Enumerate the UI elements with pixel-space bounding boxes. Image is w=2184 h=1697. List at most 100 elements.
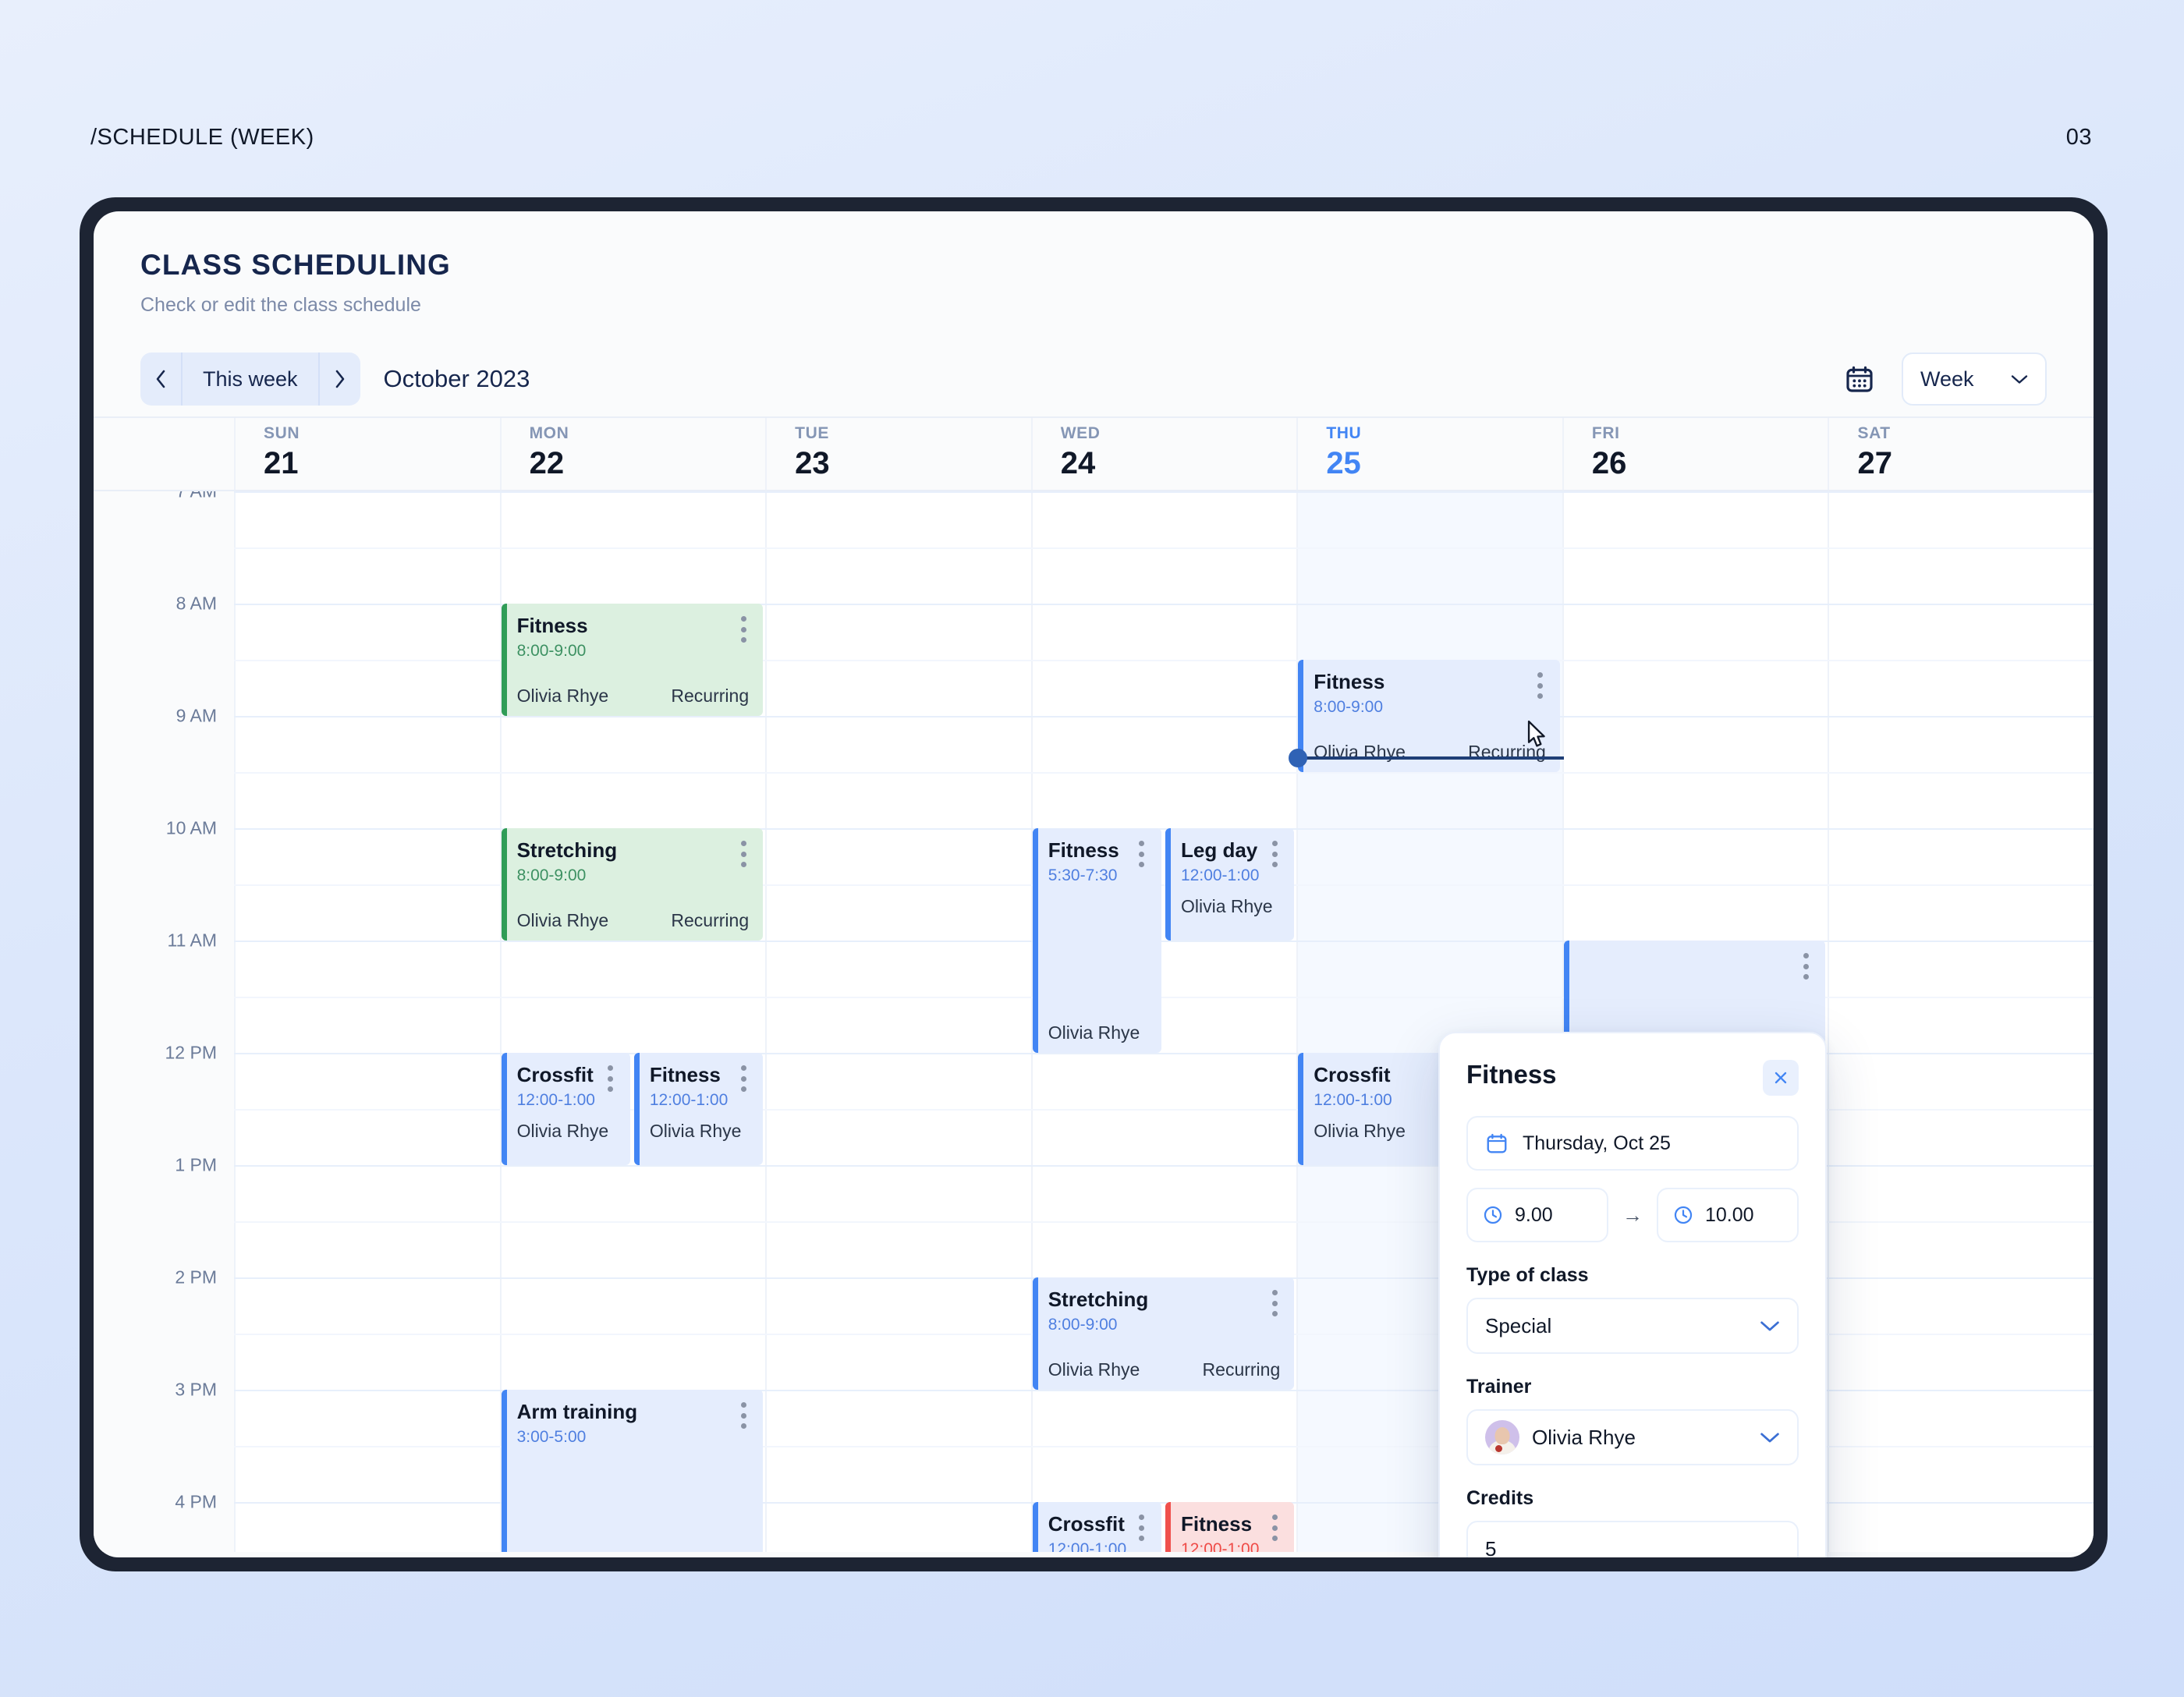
avatar — [1485, 1420, 1519, 1454]
calendar-event[interactable]: Stretching 8:00-9:00 Olivia Rhye Recurring — [1032, 1277, 1295, 1390]
page-title: CLASS SCHEDULING — [140, 249, 451, 281]
event-footer: Olivia Rhye — [1181, 896, 1280, 917]
day-header-number: 26 — [1591, 446, 1627, 480]
event-title: Fitness — [1314, 670, 1385, 693]
event-menu-icon[interactable] — [1266, 1515, 1283, 1541]
event-trainer: Olivia Rhye — [1048, 1022, 1140, 1043]
credits-value: 5 — [1485, 1536, 1497, 1558]
event-badge: Recurring — [1202, 1359, 1281, 1380]
view-select-value: Week — [1920, 367, 1974, 391]
current-time-line — [1298, 756, 1564, 760]
day-header-dow: TUE — [795, 424, 829, 442]
event-menu-icon[interactable] — [1133, 1515, 1150, 1541]
page-slug: /SCHEDULE (WEEK) — [90, 125, 314, 150]
day-header-tue[interactable]: TUE 23 — [765, 418, 1031, 490]
credits-label: Credits — [1466, 1487, 1534, 1509]
event-footer: Olivia Rhye — [517, 1121, 616, 1142]
event-menu-icon[interactable] — [1266, 841, 1283, 867]
day-header-sun[interactable]: SUN 21 — [234, 418, 500, 490]
event-badge: Recurring — [671, 910, 750, 930]
trainer-value: Olivia Rhye — [1532, 1425, 1636, 1449]
event-time: 8:00-9:00 — [1048, 1316, 1118, 1334]
event-footer: Olivia Rhye Recurring — [517, 686, 750, 707]
day-header-fri[interactable]: FRI 26 — [1562, 418, 1828, 490]
event-menu-icon[interactable] — [735, 841, 752, 867]
trainer-label: Trainer — [1466, 1376, 1532, 1398]
type-of-class-value: Special — [1485, 1313, 1552, 1337]
calendar-event[interactable]: Fitness 5:30-7:30 Olivia Rhye — [1032, 828, 1161, 1053]
day-header-number: 24 — [1060, 446, 1096, 480]
event-time: 3:00-5:00 — [516, 1428, 587, 1447]
page-subtitle: Check or edit the class schedule — [140, 294, 421, 316]
event-menu-icon[interactable] — [735, 1065, 752, 1092]
event-title: Fitness — [1181, 1512, 1253, 1536]
modal-title: Fitness — [1466, 1060, 1557, 1089]
day-column-tue[interactable] — [765, 491, 1031, 1552]
calendar-event[interactable]: Fitness 8:00-9:00 Olivia Rhye Recurring — [501, 604, 764, 716]
calendar-event[interactable]: Stretching 8:00-9:00 Olivia Rhye Recurring — [501, 828, 764, 941]
hour-label: 3 PM — [175, 1379, 217, 1400]
day-header-dow: WED — [1060, 424, 1101, 442]
date-field[interactable]: Thursday, Oct 25 — [1466, 1116, 1799, 1171]
event-title: Stretching — [1048, 1288, 1149, 1311]
hour-label: 11 AM — [167, 930, 218, 951]
event-menu-icon[interactable] — [1532, 672, 1549, 699]
day-header-number: 22 — [529, 446, 565, 480]
event-time: 12:00-1:00 — [649, 1091, 729, 1110]
time-range-arrow: → — [1622, 1203, 1643, 1227]
close-icon[interactable] — [1763, 1060, 1799, 1096]
day-header-number: 27 — [1857, 446, 1892, 480]
calendar-icon — [1487, 1133, 1507, 1153]
trainer-select[interactable]: Olivia Rhye — [1466, 1409, 1799, 1465]
type-of-class-select[interactable]: Special — [1466, 1298, 1799, 1354]
day-header-wed[interactable]: WED 24 — [1030, 418, 1297, 490]
day-header-mon[interactable]: MON 22 — [499, 418, 766, 490]
event-title: Leg day — [1181, 838, 1258, 862]
day-column-sat[interactable] — [1828, 491, 2094, 1552]
calendar-event[interactable]: Leg day 12:00-1:00 Olivia Rhye — [1165, 828, 1295, 941]
day-header-number: 23 — [795, 446, 830, 480]
chevron-right-icon[interactable] — [317, 353, 360, 406]
event-menu-icon[interactable] — [1133, 841, 1150, 867]
chevron-left-icon[interactable] — [140, 353, 183, 406]
start-time-field[interactable]: 9.00 — [1466, 1188, 1608, 1242]
credits-input[interactable]: 5 — [1466, 1521, 1799, 1557]
week-navigator: This week — [140, 353, 360, 406]
view-select[interactable]: Week — [1902, 353, 2047, 406]
event-menu-icon[interactable] — [602, 1065, 619, 1092]
event-time: 12:00-1:00 — [1314, 1091, 1392, 1110]
event-trainer: Olivia Rhye — [1181, 896, 1273, 917]
event-menu-icon[interactable] — [1797, 953, 1814, 980]
mouse-cursor — [1527, 720, 1545, 747]
chevron-right-glyph — [335, 370, 344, 388]
event-badge: Recurring — [671, 686, 750, 706]
day-column-sun[interactable] — [234, 491, 500, 1552]
day-header-thu[interactable]: THU 25 — [1296, 418, 1562, 490]
hour-label: 7 AM — [176, 491, 217, 502]
event-menu-icon[interactable] — [735, 1402, 752, 1429]
event-menu-icon[interactable] — [735, 616, 752, 643]
calendar-icon[interactable] — [1844, 363, 1875, 395]
event-title: Arm training — [516, 1400, 638, 1423]
end-time-field[interactable]: 10.00 — [1657, 1188, 1799, 1242]
event-trainer: Olivia Rhye — [516, 686, 609, 706]
event-menu-icon[interactable] — [1266, 1290, 1283, 1316]
day-header-dow: SUN — [264, 424, 300, 442]
event-trainer: Olivia Rhye — [516, 1121, 609, 1142]
end-time-value: 10.00 — [1705, 1203, 1754, 1226]
day-header-sat[interactable]: SAT 27 — [1828, 418, 2094, 490]
day-header-dow: FRI — [1591, 424, 1620, 442]
app-screen: CLASS SCHEDULING Check or edit the class… — [94, 211, 2094, 1557]
event-trainer: Olivia Rhye — [516, 910, 609, 930]
this-week-button[interactable]: This week — [203, 367, 298, 391]
event-time: 8:00-9:00 — [516, 642, 587, 661]
event-title: Fitness — [649, 1063, 721, 1086]
toolbar-right-group: Week — [1844, 353, 2047, 406]
chevron-down-icon — [1760, 1433, 1779, 1442]
event-time: 12:00-1:00 — [1181, 866, 1260, 885]
